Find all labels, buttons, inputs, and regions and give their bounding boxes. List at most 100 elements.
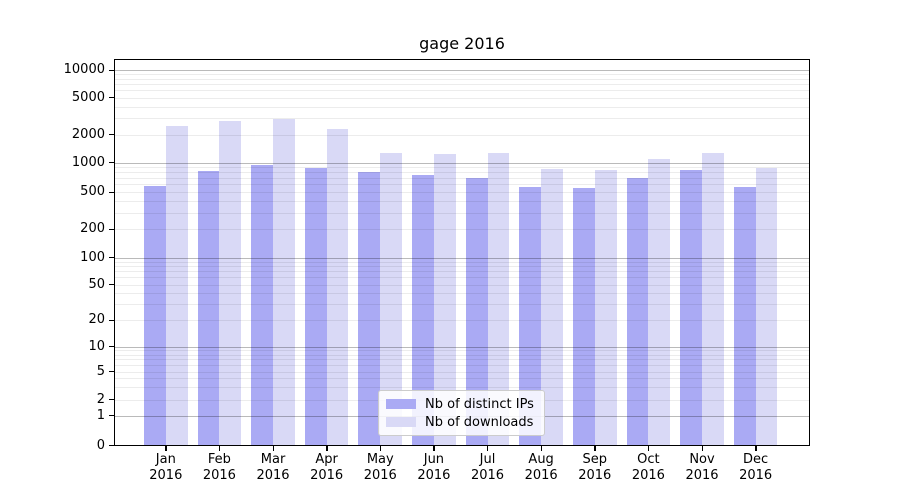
x-tick-mark	[165, 446, 167, 451]
x-tick-mark	[594, 446, 596, 451]
legend-swatch-distinct-ips	[386, 399, 416, 409]
chart-title: gage 2016	[419, 34, 505, 53]
bar-downloads-may	[380, 153, 403, 446]
gridline-minor	[114, 229, 810, 230]
bar-downloads-jun	[433, 154, 456, 446]
bar-distinct-ips-nov	[680, 170, 702, 446]
x-tick-label: Dec 2016	[739, 452, 773, 483]
gridline-minor	[114, 118, 810, 120]
gridline-minor	[114, 371, 810, 373]
legend-entry-downloads: Nb of downloads	[386, 413, 538, 431]
x-tick-label: Jan 2016	[149, 452, 183, 483]
y-tick-mark	[108, 134, 114, 136]
gridline-minor	[114, 354, 810, 356]
gridline-minor	[114, 277, 810, 279]
bar-downloads-nov	[702, 152, 724, 446]
x-tick-mark	[755, 446, 757, 451]
bar-distinct-ips-jan	[144, 186, 166, 446]
y-tick-label: 200	[80, 221, 105, 236]
gridline-major	[114, 346, 810, 348]
gridline-minor	[114, 166, 810, 168]
bar-distinct-ips-jul	[465, 178, 488, 446]
bar-downloads-jan	[165, 126, 188, 446]
y-tick-label: 5000	[71, 89, 105, 105]
gridline-minor	[114, 84, 810, 86]
x-tick-mark	[487, 446, 489, 451]
gridline-minor	[114, 387, 810, 389]
legend: Nb of distinct IPs Nb of downloads	[378, 390, 545, 436]
y-tick-mark	[108, 399, 114, 401]
plot-area	[114, 59, 810, 446]
gridline-minor	[114, 359, 810, 361]
x-tick-label: Aug 2016	[524, 452, 558, 483]
gridline-minor	[114, 134, 810, 136]
gridline-major	[114, 70, 810, 71]
x-tick-mark	[701, 446, 703, 451]
bar-downloads-aug	[541, 169, 563, 446]
y-tick-label: 1000	[71, 154, 105, 170]
y-tick-mark	[108, 257, 114, 259]
x-tick-mark	[540, 446, 543, 451]
bar-distinct-ips-mar	[251, 164, 274, 446]
legend-entry-distinct-ips: Nb of distinct IPs	[386, 395, 538, 413]
y-tick-mark	[108, 191, 114, 193]
y-tick-mark	[108, 69, 114, 71]
gridline-minor	[114, 90, 810, 92]
gridline-minor	[114, 78, 810, 80]
y-tick-label: 1	[96, 407, 105, 423]
y-tick-label: 20	[88, 312, 105, 327]
legend-label-distinct-ips: Nb of distinct IPs	[425, 396, 534, 412]
bar-distinct-ips-feb	[197, 171, 220, 446]
gridline-minor	[114, 201, 810, 202]
gridline-minor	[114, 350, 810, 352]
y-tick-label: 10	[88, 338, 105, 354]
x-tick-mark	[218, 446, 221, 451]
bar-downloads-jul	[487, 153, 510, 446]
x-tick-label: Feb 2016	[202, 452, 236, 483]
bar-downloads-oct	[648, 158, 671, 446]
y-tick-label: 5	[96, 363, 105, 379]
gridline-minor	[114, 271, 810, 273]
y-tick-label: 100	[80, 249, 105, 265]
bar-distinct-ips-oct	[626, 178, 649, 446]
gridline-major	[114, 257, 810, 259]
y-tick-mark	[108, 97, 114, 99]
gridline-minor	[114, 184, 810, 186]
x-tick-label: Apr 2016	[310, 452, 344, 483]
gridline-minor	[114, 171, 810, 173]
y-tick-mark	[108, 445, 114, 447]
gridline-minor	[114, 97, 810, 99]
gridline-minor	[114, 378, 810, 380]
bar-downloads-sep	[594, 170, 617, 446]
bar-distinct-ips-sep	[572, 187, 595, 446]
gridline-minor	[114, 261, 810, 263]
bar-distinct-ips-may	[358, 171, 381, 446]
y-tick-label: 500	[80, 184, 105, 199]
gridline-major	[114, 162, 810, 164]
x-tick-mark	[326, 446, 328, 451]
y-tick-label: 2000	[71, 126, 105, 142]
bar-distinct-ips-aug	[519, 187, 542, 446]
x-tick-label: Jul 2016	[470, 452, 505, 483]
gridline-minor	[114, 212, 810, 214]
bar-distinct-ips-dec	[733, 187, 756, 446]
bar-distinct-ips-jun	[412, 175, 434, 446]
x-tick-mark	[647, 446, 650, 451]
bar-downloads-dec	[755, 167, 778, 446]
y-tick-label: 10000	[63, 62, 105, 77]
gridline-minor	[114, 192, 810, 193]
gridline-minor	[114, 74, 810, 76]
gridline-minor	[114, 293, 810, 295]
x-tick-mark	[433, 446, 435, 451]
bar-downloads-apr	[326, 128, 349, 446]
y-tick-mark	[108, 415, 114, 417]
x-tick-label: May 2016	[363, 452, 397, 483]
legend-swatch-downloads	[386, 417, 416, 427]
y-tick-mark	[108, 162, 114, 164]
y-tick-label: 0	[96, 437, 105, 453]
y-tick-mark	[108, 346, 114, 348]
gridline-minor	[114, 284, 810, 286]
legend-label-downloads: Nb of downloads	[425, 414, 534, 430]
gridline-minor	[114, 177, 810, 179]
bar-downloads-feb	[219, 120, 242, 446]
